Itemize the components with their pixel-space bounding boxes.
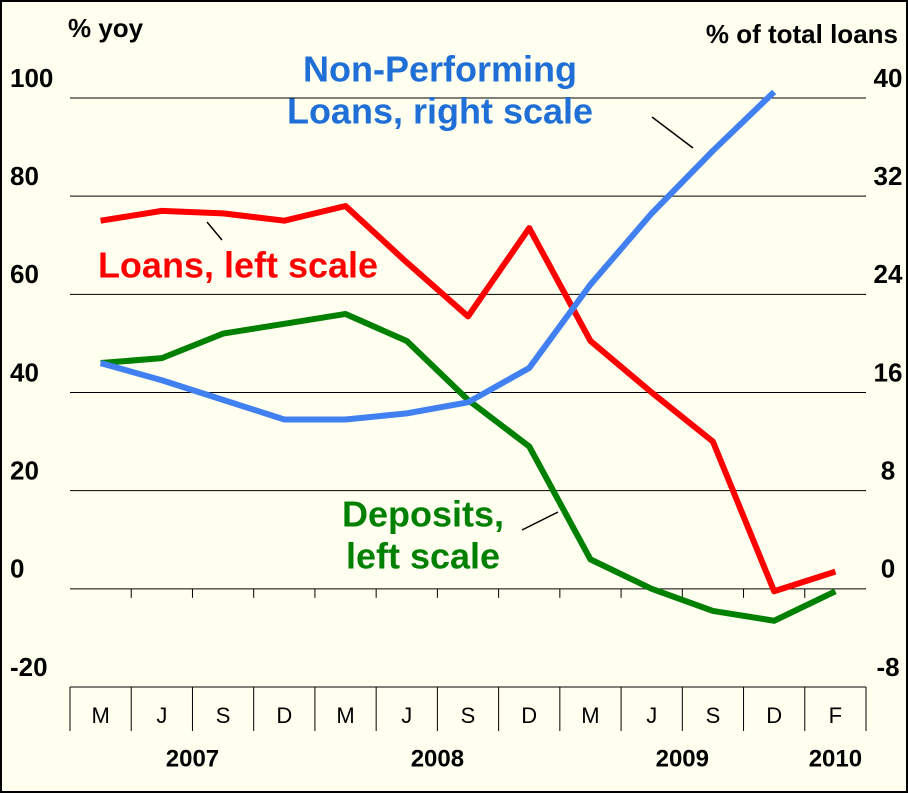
x-tick-label: D	[276, 703, 292, 728]
x-tick-label: J	[401, 703, 412, 728]
annotation: Deposits,	[342, 494, 504, 535]
leader-line	[521, 511, 559, 531]
x-tick-label: D	[766, 703, 782, 728]
x-tick-label: J	[646, 703, 657, 728]
x-tick-label: M	[336, 703, 354, 728]
y2-tick-label: 8	[881, 456, 895, 486]
annotation: Loans, right scale	[287, 91, 593, 132]
x-tick-label: M	[91, 703, 109, 728]
y-tick-label: 40	[10, 357, 39, 387]
y-tick-label: 20	[10, 456, 39, 486]
annotation: Loans, left scale	[98, 245, 378, 286]
leader-line	[651, 116, 694, 149]
x-tick-label: S	[706, 703, 721, 728]
y-tick-label: 100	[10, 63, 53, 93]
y2-tick-label: -8	[876, 652, 899, 682]
y2-tick-label: 16	[874, 357, 903, 387]
y-axis-label: % yoy	[68, 13, 144, 43]
year-label: 2008	[411, 745, 464, 772]
leader-line	[206, 221, 223, 241]
y2-tick-label: 24	[874, 259, 903, 289]
y2-tick-label: 32	[874, 161, 903, 191]
x-tick-label: S	[461, 703, 476, 728]
y-tick-label: 60	[10, 259, 39, 289]
year-label: 2009	[656, 745, 709, 772]
line-series	[99, 89, 777, 423]
x-tick-label: F	[829, 703, 842, 728]
y2-tick-label: 40	[874, 63, 903, 93]
year-label: 2010	[809, 745, 862, 772]
line-series	[100, 202, 837, 595]
x-tick-label: J	[156, 703, 167, 728]
x-tick-label: S	[216, 703, 231, 728]
annotation: Non-Performing	[303, 49, 577, 90]
year-label: 2007	[166, 745, 219, 772]
y-tick-label: 80	[10, 161, 39, 191]
y-tick-label: -20	[10, 652, 48, 682]
y2-tick-label: 0	[881, 554, 895, 584]
y-tick-label: 0	[10, 554, 24, 584]
y2-axis-label: % of total loans	[706, 19, 898, 49]
annotation: left scale	[346, 536, 500, 577]
x-tick-label: D	[521, 703, 537, 728]
x-tick-label: M	[581, 703, 599, 728]
